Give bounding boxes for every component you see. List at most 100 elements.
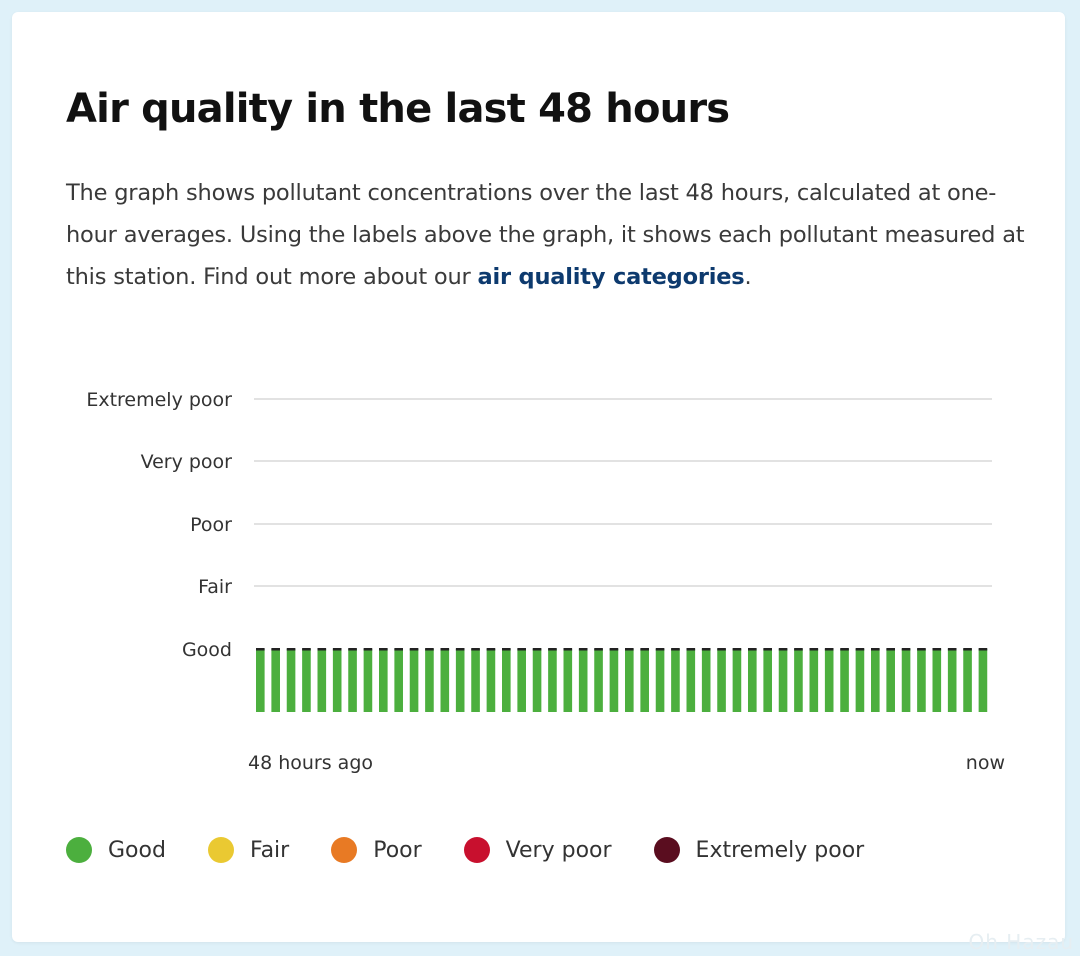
bar[interactable] [486,649,496,712]
legend-item-fair: Fair [207,837,290,863]
bar-cap [824,648,834,651]
air-quality-categories-link[interactable]: air quality categories [477,264,745,290]
bar-cap [655,648,665,651]
bar-cap [532,648,542,651]
bar[interactable] [302,649,311,712]
bar[interactable] [794,649,803,712]
legend-dot-icon [463,837,490,863]
legend-label: Poor [373,837,422,863]
bar[interactable] [317,649,327,712]
bar[interactable] [655,649,665,712]
bar-cap [348,648,357,651]
bar[interactable] [963,649,972,712]
bar-cap [317,648,327,651]
bar[interactable] [717,649,726,712]
bar[interactable] [609,649,619,712]
bar-cap [486,648,496,651]
bar-cap [763,648,772,651]
air-quality-card: Air quality in the last 48 hours The gra… [12,12,1065,942]
bar-cap [455,648,465,651]
bar-cap [517,648,526,651]
bar[interactable] [640,649,649,712]
legend-item-very-poor: Very poor [463,837,612,863]
bar-cap [855,648,865,651]
bar[interactable] [840,649,849,712]
legend-label: Fair [249,837,290,863]
bar[interactable] [502,649,511,712]
y-tick-label: Good [182,639,232,661]
bar[interactable] [286,649,296,712]
bar-cap [394,648,403,651]
bar[interactable] [978,649,988,712]
bar[interactable] [440,649,450,712]
bar-cap [978,648,988,651]
bar[interactable] [932,649,942,712]
bar[interactable] [379,649,388,712]
bar[interactable] [409,649,419,712]
watermark: Oh Hazau [968,930,1074,954]
bar[interactable] [748,649,757,712]
bar[interactable] [455,649,465,712]
bar[interactable] [855,649,865,712]
description-text: The graph shows pollutant concentrations… [66,180,1025,290]
bar[interactable] [625,649,634,712]
bar[interactable] [563,649,573,712]
bar-cap [778,648,788,651]
legend-dot-icon [331,837,358,863]
bar[interactable] [256,649,265,712]
y-tick-label: Poor [190,514,232,536]
bar[interactable] [886,649,895,712]
bar[interactable] [671,649,680,712]
bar[interactable] [701,649,711,712]
bar[interactable] [348,649,357,712]
bar-cap [901,648,911,651]
bar[interactable] [824,649,834,712]
bar[interactable] [363,649,373,712]
bar[interactable] [809,649,819,712]
bar-cap [625,648,634,651]
bar[interactable] [763,649,772,712]
bar-cap [286,648,296,651]
bar[interactable] [871,649,880,712]
bar-cap [425,648,434,651]
description-end: . [744,264,752,290]
bar-cap [379,648,388,651]
chart-description: The graph shows pollutant concentrations… [66,172,1026,298]
legend-label: Good [108,837,166,863]
bar-cap [609,648,619,651]
bar[interactable] [548,649,557,712]
bar-cap [563,648,573,651]
bar[interactable] [778,649,788,712]
legend-item-good: Good [66,837,166,863]
bar-cap [932,648,942,651]
bar-cap [271,648,280,651]
bar[interactable] [732,649,742,712]
bar-cap [871,648,880,651]
bar[interactable] [917,649,926,712]
bar-cap [748,648,757,651]
bar-cap [471,648,480,651]
bar[interactable] [425,649,434,712]
bar-cap [409,648,419,651]
legend-item-extremely-poor: Extremely poor [653,837,864,863]
bar-cap [640,648,649,651]
bar[interactable] [471,649,480,712]
bar[interactable] [686,649,696,712]
bar-cap [594,648,603,651]
bar-cap [548,648,557,651]
bar-cap [502,648,511,651]
x-end-label: now [966,752,1005,774]
bar[interactable] [594,649,603,712]
bar[interactable] [901,649,911,712]
chart-legend: Good Fair Poor Very poor Extremely poor [66,837,906,863]
bar[interactable] [271,649,280,712]
bar[interactable] [578,649,588,712]
bar[interactable] [332,649,342,712]
bar-cap [717,648,726,651]
bar[interactable] [532,649,542,712]
bar[interactable] [517,649,526,712]
bar-cap [963,648,972,651]
bar[interactable] [947,649,957,712]
bar[interactable] [394,649,403,712]
bar-cap [440,648,450,651]
